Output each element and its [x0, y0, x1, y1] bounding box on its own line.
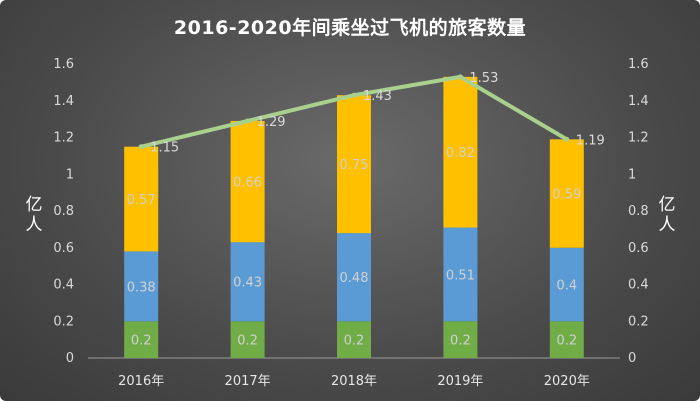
bar-value-label: 0.43 [233, 276, 262, 291]
total-value-label: 1.15 [150, 141, 179, 156]
bar-segment [443, 76, 478, 228]
bar-value-label: 0.38 [127, 280, 156, 295]
bar-value-label: 0.2 [344, 334, 365, 349]
bar-segment [549, 321, 584, 358]
bar-value-label: 0.4 [556, 279, 577, 294]
bar-segment [124, 321, 159, 358]
y-tick-right: 0.2 [628, 314, 649, 329]
x-tick-label: 2020年 [544, 374, 590, 389]
bar-value-label: 0.2 [450, 334, 471, 349]
y-axis-label-char: 亿 [26, 195, 43, 215]
bar-segment [337, 233, 371, 322]
y-tick-left: 1.4 [53, 94, 74, 109]
y-tick-right: 0.6 [628, 241, 649, 256]
y-tick-right: 1.6 [628, 57, 649, 72]
y-axis-right: 0 0.2 0.4 0.6 0.8 1 1.2 1.4 1.6 [628, 57, 649, 366]
total-line-point [245, 118, 251, 124]
y-tick-left: 0.4 [53, 278, 74, 293]
y-tick-left: 1 [66, 167, 74, 182]
y-tick-right: 1.2 [628, 131, 649, 146]
y-axis-label-char: 人 [659, 215, 676, 235]
bar-value-label: 0.75 [340, 158, 369, 173]
bar-segment [337, 95, 371, 234]
y-tick-left: 0.8 [53, 204, 74, 219]
total-line-group: 1.15 1.29 1.43 1.53 1.19 [138, 71, 605, 156]
bar-value-label: 0.2 [131, 334, 152, 349]
y-tick-left: 1.2 [53, 131, 74, 146]
total-value-label: 1.43 [363, 89, 392, 104]
y-axis-left: 0 0.2 0.4 0.6 0.8 1 1.2 1.4 1.6 [53, 57, 74, 366]
bar-value-label: 0.2 [556, 334, 577, 349]
total-value-label: 1.19 [576, 133, 605, 148]
y-tick-right: 0.8 [628, 204, 649, 219]
total-line-point [564, 136, 570, 142]
y-axis-label-left: 亿人 [26, 195, 43, 235]
y-axis-label-char: 亿 [659, 195, 676, 215]
bar-segment [230, 321, 265, 358]
bar-segment [549, 247, 584, 322]
total-line-point [351, 92, 357, 98]
x-axis: 2016年 2017年 2018年 2019年 2020年 [118, 374, 590, 389]
bar-segment [124, 251, 159, 322]
bar-value-label: 0.59 [552, 188, 581, 203]
bar-segment [230, 242, 265, 322]
y-tick-right: 1 [628, 167, 636, 182]
total-value-label: 1.53 [469, 71, 498, 86]
chart-title: 2016-2020年间乘坐过飞机的旅客数量 [174, 16, 526, 39]
bar-segment [230, 120, 265, 243]
x-tick-label: 2016年 [118, 374, 164, 389]
bars-group [124, 76, 584, 358]
x-tick-label: 2018年 [331, 374, 377, 389]
y-tick-left: 1.6 [53, 57, 74, 72]
bar-value-label: 0.66 [233, 176, 262, 191]
y-axis-label-right: 亿人 [659, 195, 676, 235]
x-tick-label: 2017年 [225, 374, 271, 389]
y-tick-right: 0.4 [628, 278, 649, 293]
bar-segment [124, 146, 159, 252]
bar-value-label: 0.51 [446, 268, 475, 283]
bar-value-label: 0.82 [446, 146, 475, 161]
total-line-point [457, 74, 463, 80]
total-value-label: 1.29 [257, 115, 286, 130]
total-line-point [138, 144, 144, 150]
y-tick-right: 0 [628, 351, 636, 366]
y-tick-left: 0.6 [53, 241, 74, 256]
bar-value-label: 0.57 [127, 193, 156, 208]
bar-segment [549, 139, 584, 248]
bar-value-label: 0.2 [237, 334, 258, 349]
x-tick-label: 2019年 [437, 374, 483, 389]
bar-value-label: 0.48 [340, 271, 369, 286]
y-tick-right: 1.4 [628, 94, 649, 109]
bar-segment [443, 227, 478, 322]
y-axis-label-char: 人 [26, 215, 43, 235]
y-tick-left: 0.2 [53, 314, 74, 329]
y-tick-left: 0 [66, 351, 74, 366]
bar-segment [337, 321, 371, 358]
bar-segment [443, 321, 478, 358]
bar-value-labels: 0.2 0.38 0.57 0.2 0.43 0.66 0.2 0.48 0.75 0.2 0.51… [127, 146, 582, 348]
